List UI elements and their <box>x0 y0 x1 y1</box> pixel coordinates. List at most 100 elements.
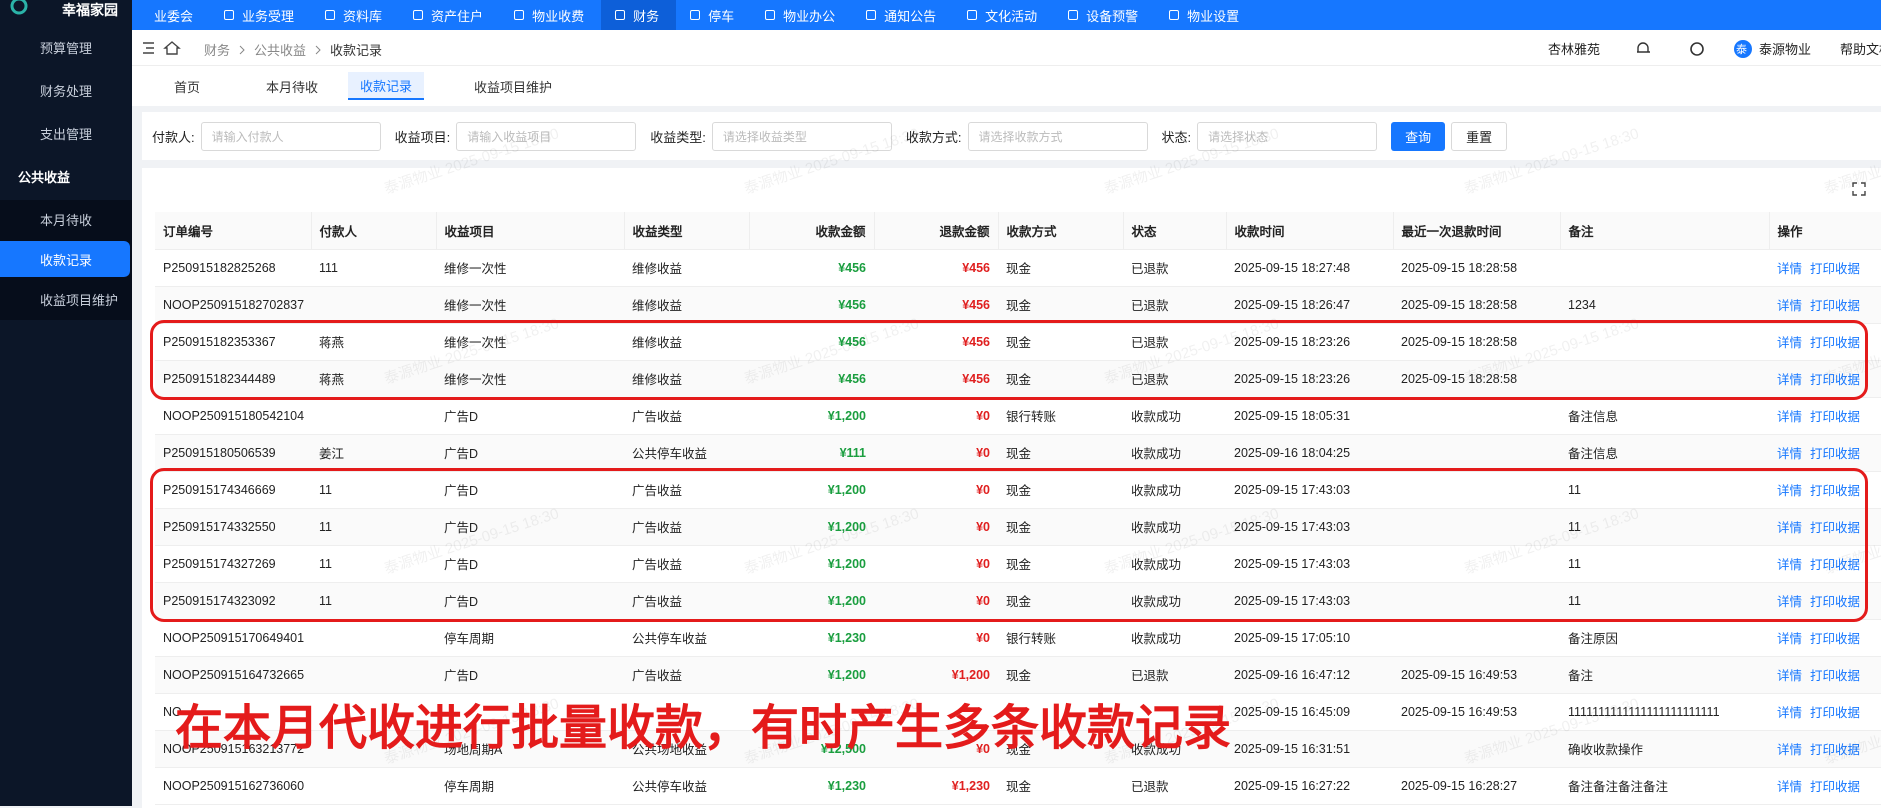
cell: 现金 <box>998 249 1123 287</box>
nav-item[interactable]: 资产住户 <box>399 0 500 30</box>
row-action[interactable]: 详情 <box>1777 521 1803 535</box>
filter-input[interactable]: 请选择收款方式 <box>967 121 1148 151</box>
cell: ¥0 <box>874 730 998 768</box>
nav-label: 设备预警 <box>1086 8 1139 24</box>
filter-input[interactable]: 请选择收益类型 <box>711 121 892 151</box>
filter-input[interactable]: 请输入付款人 <box>200 121 381 151</box>
cell: P250915174327269 <box>155 545 311 583</box>
row-action[interactable]: 打印收据 <box>1810 484 1861 498</box>
row-action[interactable]: 打印收据 <box>1810 632 1861 646</box>
row-action[interactable]: 打印收据 <box>1810 595 1861 609</box>
row-action[interactable]: 打印收据 <box>1810 521 1861 535</box>
nav-item[interactable]: 业务受理 <box>210 0 311 30</box>
column-header: 操作 <box>1769 212 1881 250</box>
row-action[interactable]: 详情 <box>1777 299 1803 313</box>
row-action[interactable]: 详情 <box>1777 558 1803 572</box>
table-card: 订单编号 付款人 收益项目 收益类型 收款金额 退款金额 收款方式 状态 收款时间 最近一次退款时… <box>142 168 1881 808</box>
row-action[interactable]: 打印收据 <box>1810 410 1861 424</box>
cell: 广告收益 <box>624 508 749 546</box>
row-action[interactable]: 详情 <box>1777 595 1803 609</box>
row-action[interactable]: 打印收据 <box>1810 447 1861 461</box>
nav-item[interactable]: 文化活动 <box>953 0 1054 30</box>
row-action[interactable]: 详情 <box>1777 484 1803 498</box>
actions-cell: 详情 打印收据 <box>1769 508 1881 546</box>
help-link[interactable]: 帮助文档 <box>1840 42 1881 57</box>
cell: 2025-09-15 17:43:03 <box>1226 508 1393 546</box>
actions-cell: 详情 打印收据 <box>1769 249 1881 287</box>
row-action[interactable]: 详情 <box>1777 706 1803 720</box>
row-action[interactable]: 详情 <box>1777 780 1803 794</box>
nav-item[interactable]: 物业收费 <box>500 0 601 30</box>
nav-label: 停车 <box>708 8 735 24</box>
cell: 2025-09-15 16:27:22 <box>1226 767 1393 805</box>
nav-item[interactable]: 停车 <box>676 0 751 30</box>
nav-label: 业委会 <box>154 8 194 24</box>
tab[interactable]: 本月待收 <box>266 79 319 95</box>
row-action[interactable]: 打印收据 <box>1810 299 1861 313</box>
cell: 公共停车收益 <box>624 619 749 657</box>
row-action[interactable]: 详情 <box>1777 743 1803 757</box>
breadcrumb-item[interactable]: 财务 <box>204 43 231 58</box>
row-action[interactable]: 详情 <box>1777 336 1803 350</box>
cell: NOOP250915180542104 <box>155 397 311 435</box>
submenu-item[interactable]: 收益项目维护 <box>40 293 119 308</box>
cell: ¥0 <box>874 397 998 435</box>
nav-item[interactable]: 业委会 <box>140 0 210 30</box>
row-action[interactable]: 详情 <box>1777 262 1803 276</box>
tab[interactable]: 收益项目维护 <box>474 79 553 95</box>
nav-item[interactable]: 资料库 <box>311 0 399 30</box>
menu-item[interactable]: 公共收益 <box>18 170 71 185</box>
top-nav: 业委会 业务受理 资料库 资产住户 物业收费 财务 停车 物业办公 通知公告 文化活动 设备预警 物业… <box>132 0 1881 30</box>
row-action[interactable]: 详情 <box>1777 447 1803 461</box>
query-button[interactable]: 查询 <box>1391 121 1446 151</box>
row-action[interactable]: 打印收据 <box>1810 558 1861 572</box>
filter-input[interactable]: 请输入收益项目 <box>456 121 637 151</box>
annotation: 在本月代收进行批量收款，有时产生多条收款记录 <box>175 702 1232 755</box>
company[interactable]: 泰源物业 <box>1759 42 1812 57</box>
cell: 2025-09-15 16:28:27 <box>1393 767 1560 805</box>
tab[interactable]: 首页 <box>174 79 201 95</box>
row-action[interactable]: 详情 <box>1777 373 1803 387</box>
nav-icon <box>866 10 877 20</box>
nav-item[interactable]: 通知公告 <box>852 0 953 30</box>
fullscreen-icon[interactable] <box>1852 182 1866 196</box>
menu-item[interactable]: 财务处理 <box>40 84 93 99</box>
nav-item[interactable]: 物业办公 <box>751 0 852 30</box>
cell: 已退款 <box>1123 286 1226 324</box>
cell: 收款成功 <box>1123 471 1226 509</box>
nav-item[interactable]: 设备预警 <box>1054 0 1155 30</box>
menu-item[interactable]: 支出管理 <box>40 127 93 142</box>
menu-item[interactable]: 预算管理 <box>40 41 93 56</box>
row-action[interactable]: 打印收据 <box>1810 743 1861 757</box>
cell <box>1560 323 1769 361</box>
row-action[interactable]: 详情 <box>1777 632 1803 646</box>
community-select[interactable]: 杏林雅苑 <box>1548 42 1601 57</box>
header-bar: 财务 公共收益 收款记录 杏林雅苑 泰 泰源物业 帮助文档 <box>132 30 1881 66</box>
submenu-item[interactable]: 收款记录 <box>40 253 93 268</box>
row-action[interactable]: 打印收据 <box>1810 780 1861 794</box>
cell: 维修一次性 <box>436 286 624 324</box>
row-action[interactable]: 打印收据 <box>1810 706 1861 720</box>
reset-button[interactable]: 重置 <box>1451 121 1508 151</box>
cell: 11 <box>311 582 436 620</box>
row-action[interactable]: 打印收据 <box>1810 262 1861 276</box>
nav-icon <box>514 10 525 20</box>
breadcrumb-item[interactable]: 公共收益 <box>254 43 307 58</box>
column-header: 付款人 <box>311 212 437 250</box>
nav-icon <box>690 10 701 20</box>
filter-input[interactable]: 请选择状态 <box>1197 121 1378 151</box>
cell: 11 <box>1560 508 1769 546</box>
column-header: 退款金额 <box>874 212 999 250</box>
nav-item[interactable]: 物业设置 <box>1155 0 1256 30</box>
cell <box>311 656 436 694</box>
row-action[interactable]: 打印收据 <box>1810 373 1861 387</box>
row-action[interactable]: 打印收据 <box>1810 669 1861 683</box>
tab[interactable]: 收款记录 <box>348 72 425 100</box>
nav-item[interactable]: 财务 <box>601 0 677 30</box>
row-action[interactable]: 详情 <box>1777 410 1803 424</box>
cell: NO <box>155 693 311 731</box>
submenu-item[interactable]: 本月待收 <box>40 213 93 228</box>
row-action[interactable]: 打印收据 <box>1810 336 1861 350</box>
cell: 收款成功 <box>1123 545 1226 583</box>
row-action[interactable]: 详情 <box>1777 669 1803 683</box>
